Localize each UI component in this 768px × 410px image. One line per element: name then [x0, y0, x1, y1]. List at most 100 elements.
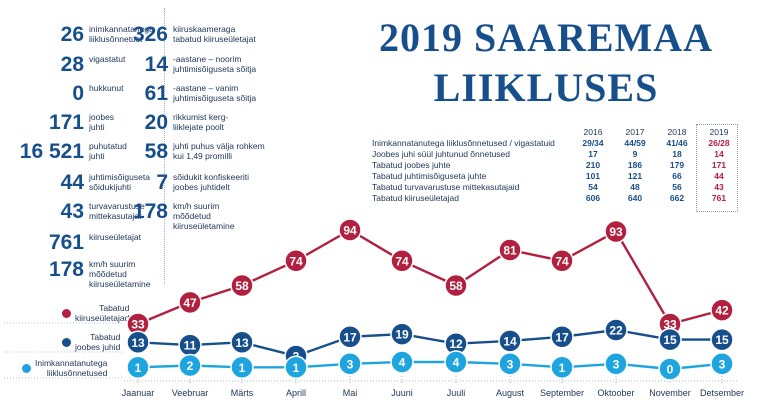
stat-label: sõidukit konfiskeeriti joobes juhtidelt [173, 172, 250, 192]
row-value: 41/46 [666, 138, 688, 148]
year-header: 2019 [709, 127, 729, 137]
row-value: 66 [672, 171, 682, 181]
data-label: 3 [719, 357, 726, 371]
row-value: 29/34 [582, 138, 604, 148]
x-tick-label: September [540, 388, 584, 398]
stat-value: 178 [132, 200, 168, 223]
legend-label: Inimkannatanutega liiklusõnnetused [35, 358, 108, 378]
row-value: 26/28 [708, 138, 730, 148]
stat-label: km/h suurim mõõdetud kiiruseületamine [173, 201, 235, 231]
year-header: 2016 [583, 127, 603, 137]
row-value: 43 [714, 182, 724, 192]
stat-value: 28 [60, 53, 84, 76]
stat-label: kiiruseületajat [89, 232, 141, 242]
row-value: 48 [630, 182, 640, 192]
x-tick-label: Jaanuar [122, 388, 155, 398]
x-tick-label: Aprill [286, 388, 306, 398]
right-stat: 14 -aastane – noorim juhtimisõiguseta sõi… [96, 53, 257, 76]
data-label: 22 [609, 324, 623, 338]
left-stat: 0 hukkunut [2, 83, 124, 105]
page-title-line1: 2019 SAAREMAA [378, 15, 714, 60]
series-line [137, 328, 722, 358]
data-label: 12 [449, 337, 463, 351]
data-point [126, 355, 150, 380]
data-point [550, 355, 574, 380]
legend-dot [62, 337, 71, 347]
data-label: 3 [507, 357, 514, 371]
data-point [604, 352, 628, 376]
legend-item: Tabatud joobes juhid [62, 332, 120, 352]
data-label: 58 [235, 279, 249, 293]
data-label: 15 [663, 333, 677, 347]
row-value: 56 [672, 182, 682, 192]
data-point [444, 273, 468, 298]
data-point [284, 249, 308, 273]
data-label: 1 [239, 361, 246, 375]
stat-label: inimkannatanuga liiklusõnnetust [89, 24, 154, 44]
left-stat: 16 521 puhutatud juhti [2, 141, 127, 163]
data-point [550, 249, 574, 273]
right-stat: 61 -aastane – vanim juhtimisõiguseta sõit… [96, 83, 257, 105]
row-label: Tabatud turvavarustuse mittekasutajaid [372, 182, 520, 192]
data-point [390, 350, 414, 374]
data-point [338, 352, 362, 376]
data-label: 17 [555, 330, 569, 344]
stat-label: hukkunut [89, 83, 124, 93]
stat-label: kiiruskaameraga tabatud kiiruseületajat [173, 24, 256, 44]
data-point [230, 273, 254, 298]
data-point [498, 238, 522, 262]
stat-value: 26 [60, 23, 84, 46]
legend-label: Tabatud joobes juhid [75, 332, 121, 352]
stat-label: joobes juhti [89, 112, 115, 132]
data-label: 0 [667, 363, 674, 377]
data-point [230, 330, 254, 355]
data-label: 93 [609, 225, 623, 239]
x-tick-label: Detsember [700, 388, 744, 398]
row-value: 44 [714, 171, 724, 181]
stat-value: 178 [48, 258, 84, 281]
stat-value: 326 [132, 23, 168, 46]
data-point [338, 218, 362, 242]
data-label: 47 [183, 296, 197, 310]
row-value: 18 [672, 149, 682, 159]
data-label: 74 [395, 254, 409, 268]
stat-value: 14 [144, 53, 168, 76]
year-header: 2018 [667, 127, 687, 137]
row-label: Tabatud juhtimisõiguseta juhte [372, 171, 487, 181]
data-label: 13 [235, 336, 249, 350]
row-value: 44/59 [624, 138, 646, 148]
stat-label: rikkumist kerg- liiklejate poolt [173, 112, 229, 132]
stat-value: 171 [48, 111, 84, 134]
row-value: 171 [711, 160, 727, 170]
x-tick-label: Juuli [447, 388, 466, 398]
data-point [444, 350, 468, 374]
data-label: 74 [289, 254, 303, 268]
row-value: 121 [627, 171, 643, 181]
row-value: 101 [585, 171, 601, 181]
data-label: 4 [399, 356, 406, 370]
stat-value: 16 521 [19, 140, 84, 163]
data-point [284, 355, 308, 380]
row-value: 761 [711, 193, 727, 203]
data-label: 2 [187, 359, 194, 373]
table-row: Tabatud turvavarustuse mittekasutajaid 54… [372, 182, 740, 193]
right-stat: 58 juhti puhus välja rohkem kui 1,49 prom… [96, 141, 265, 163]
table-row: Inimkannatanutega liiklusõnnetused / vig… [372, 138, 740, 149]
table-row: Joobes juhi süül juhtunud õnnetused 17 9 18… [372, 149, 740, 160]
stat-value: 7 [156, 171, 168, 194]
data-label: 4 [453, 356, 460, 370]
data-label: 33 [131, 318, 145, 332]
stat-value: 58 [144, 140, 168, 163]
row-label: Tabatud kiiruseületajad [372, 193, 459, 203]
data-label: 19 [395, 328, 409, 342]
data-point [658, 327, 682, 352]
data-point [390, 249, 414, 273]
data-label: 3 [613, 357, 620, 371]
year-header: 2017 [625, 127, 645, 137]
data-point [338, 325, 362, 349]
series-line [137, 228, 723, 326]
row-value: 9 [632, 149, 638, 159]
stat-label: puhutatud juhti [89, 141, 127, 161]
year-2019-highlight-box [696, 124, 738, 212]
data-point [550, 325, 574, 349]
